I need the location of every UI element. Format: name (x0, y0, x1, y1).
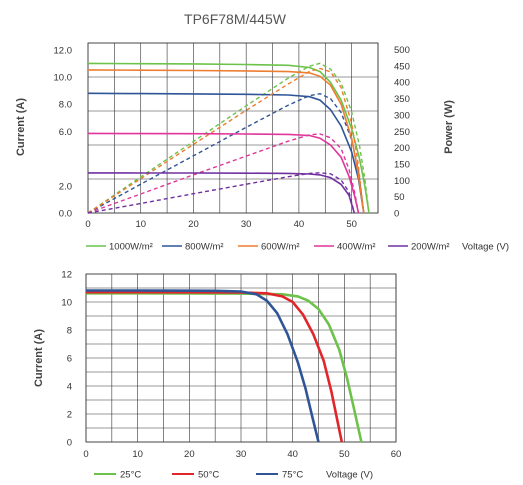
x-tick-label: 50 (346, 219, 357, 230)
x-tick-label: 30 (241, 219, 252, 230)
legend-voltage-label: Voltage (V) (462, 242, 509, 253)
y2-tick-label: 250 (394, 127, 410, 138)
y-tick-label: 0.0 (59, 209, 72, 220)
bottom-y-axis-title: Current (A) (33, 329, 45, 387)
x-tick-label: 0 (85, 219, 90, 230)
x-tick-label: 40 (287, 449, 298, 460)
top-chart-series (87, 62, 370, 214)
current-curve (86, 290, 344, 443)
y-tick-label: 6 (67, 354, 72, 365)
y2-tick-label: 300 (394, 110, 410, 121)
x-tick-label: 20 (188, 219, 199, 230)
iv-power-chart: TP6F78M/445W 0 10 20 30 40 50 0.0 2.0 6.0 8.0 10.0… (15, 11, 509, 253)
power-curve (87, 133, 360, 214)
current-curve (86, 292, 363, 443)
y2-tick-label: 450 (394, 61, 410, 72)
current-curve (87, 69, 365, 214)
y-tick-label: 12.0 (54, 45, 73, 56)
legend-label: 25°C (120, 470, 141, 481)
y-tick-label: 10.0 (54, 73, 73, 84)
power-curve (87, 92, 365, 214)
x-tick-label: 10 (135, 219, 146, 230)
bottom-chart-grid (85, 273, 397, 443)
x-tick-label: 0 (83, 449, 88, 460)
power-curve (87, 67, 365, 214)
top-chart-legend: 1000W/m² 800W/m² 600W/m² 400W/m² 200W/m² Volt… (86, 242, 509, 253)
top-chart-ticks: 0 10 20 30 40 50 0.0 2.0 6.0 8.0 10.0 12.0 0 50 100 150… (54, 45, 410, 230)
x-tick-label: 60 (391, 449, 402, 460)
y2-tick-label: 200 (394, 143, 410, 154)
current-curve (87, 62, 370, 214)
legend-label: 200W/m² (411, 242, 450, 253)
bottom-chart-ticks: 0 10 20 30 40 50 60 0 2 4 6 8 10 12 (61, 270, 401, 461)
current-curve (87, 132, 360, 214)
y2-tick-label: 400 (394, 78, 410, 89)
y-tick-label: 12 (61, 270, 72, 281)
legend-label: 1000W/m² (109, 242, 153, 253)
legend-label: 50°C (198, 470, 219, 481)
legend-voltage-label: Voltage (V) (326, 470, 373, 481)
legend-label: 400W/m² (337, 242, 376, 253)
x-tick-label: 10 (132, 449, 143, 460)
chart-title: TP6F78M/445W (184, 11, 287, 27)
x-tick-label: 50 (339, 449, 350, 460)
legend-label: 75°C (282, 470, 303, 481)
x-tick-label: 30 (236, 449, 247, 460)
y-tick-label: 2.0 (59, 181, 72, 192)
current-curve (86, 289, 320, 443)
top-y2-axis-title: Power (W) (443, 100, 455, 154)
plot-frame (85, 273, 397, 443)
iv-temperature-chart: 0 10 20 30 40 50 60 0 2 4 6 8 10 12 Current (A) 25°C 5… (33, 270, 401, 481)
y-tick-label: 0 (67, 438, 72, 449)
top-y-axis-title: Current (A) (15, 98, 27, 156)
y2-tick-label: 0 (394, 209, 399, 220)
power-curve (87, 172, 355, 214)
y2-tick-label: 350 (394, 94, 410, 105)
y-tick-label: 2 (67, 410, 72, 421)
y2-tick-label: 100 (394, 176, 410, 187)
bottom-chart-series (86, 289, 363, 443)
power-curve (87, 62, 370, 214)
bottom-chart-legend: 25°C 50°C 75°C Voltage (V) (94, 470, 373, 481)
y-tick-label: 8 (67, 326, 72, 337)
y2-tick-label: 500 (394, 45, 410, 56)
y-tick-label: 10 (61, 298, 72, 309)
legend-label: 600W/m² (261, 242, 300, 253)
y-tick-label: 6.0 (59, 127, 72, 138)
legend-label: 800W/m² (185, 242, 224, 253)
y2-tick-label: 50 (394, 192, 405, 203)
y-tick-label: 8.0 (59, 100, 72, 111)
current-curve (87, 92, 365, 214)
y2-tick-label: 150 (394, 159, 410, 170)
top-chart-grid (87, 42, 379, 214)
plot-frame (87, 42, 379, 214)
x-tick-label: 40 (294, 219, 305, 230)
x-tick-label: 20 (184, 449, 195, 460)
y-tick-label: 4 (67, 382, 72, 393)
